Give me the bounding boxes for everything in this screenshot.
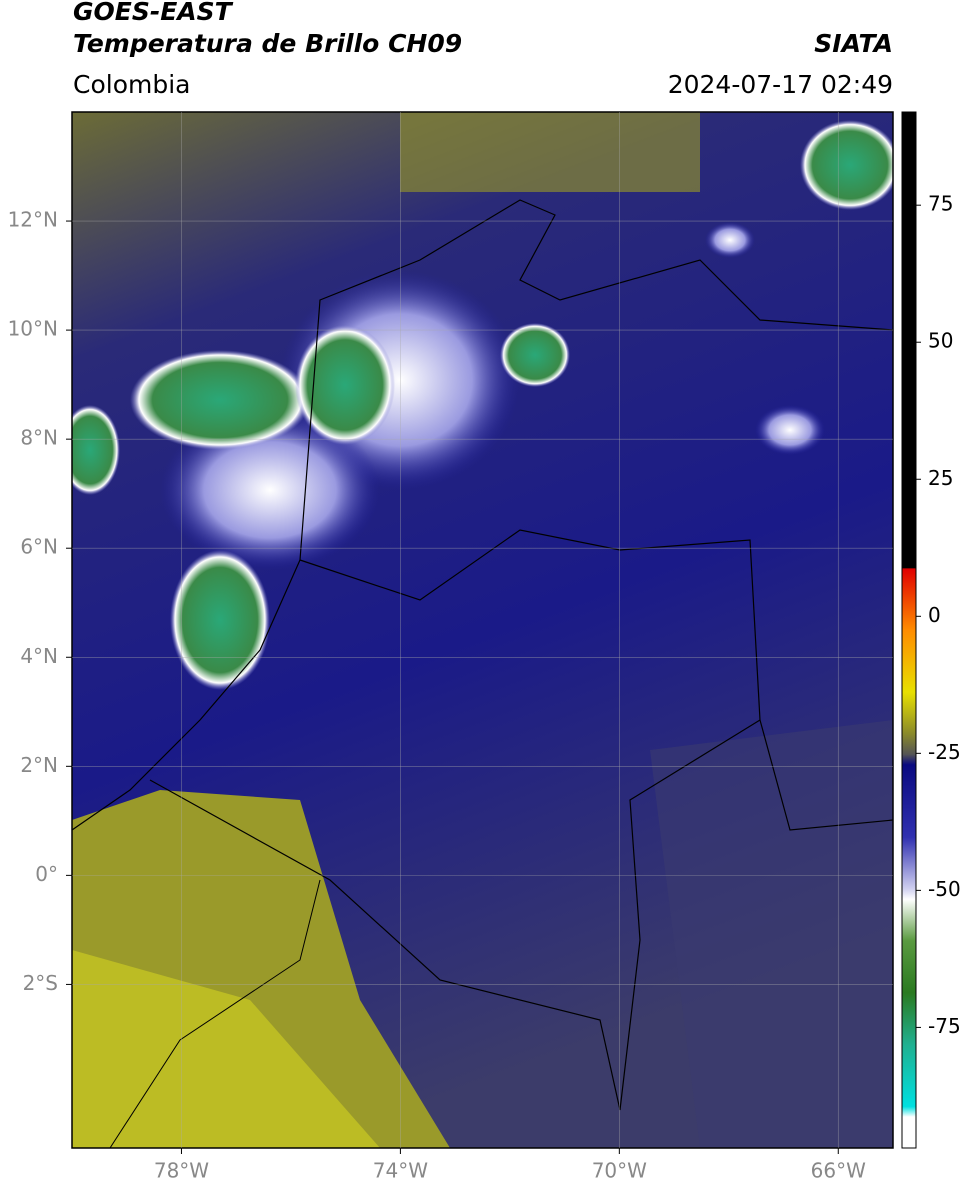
source: SIATA bbox=[814, 29, 893, 58]
subtitle: Temperatura de Brillo CH09 bbox=[73, 29, 462, 58]
x-tick-label: 70°W bbox=[592, 1159, 647, 1183]
y-tick-label: 10°N bbox=[8, 317, 58, 341]
colorbar bbox=[901, 111, 917, 1149]
y-tick-label: 12°N bbox=[8, 208, 58, 232]
colorbar-tick-label: -75 bbox=[928, 1014, 961, 1038]
y-tick-label: 4°N bbox=[20, 644, 58, 668]
title: GOES-EAST bbox=[73, 0, 234, 26]
map-frame bbox=[71, 111, 894, 1149]
colorbar-tick-label: 50 bbox=[928, 329, 953, 353]
y-tick-label: 0° bbox=[35, 862, 58, 886]
y-tick-label: 2°S bbox=[23, 971, 58, 995]
colorbar-tick-label: 75 bbox=[928, 192, 953, 216]
colorbar-tick-label: -50 bbox=[928, 877, 961, 901]
x-tick-label: 66°W bbox=[811, 1159, 866, 1183]
x-tick-label: 74°W bbox=[373, 1159, 428, 1183]
colorbar-tick-label: -25 bbox=[928, 740, 961, 764]
colorbar-tick-label: 25 bbox=[928, 466, 953, 490]
y-tick-label: 6°N bbox=[20, 535, 58, 559]
y-tick-label: 8°N bbox=[20, 426, 58, 450]
x-tick-label: 78°W bbox=[154, 1159, 209, 1183]
datetime: 2024-07-17 02:49 bbox=[668, 70, 893, 99]
region: Colombia bbox=[73, 70, 190, 99]
y-tick-label: 2°N bbox=[20, 753, 58, 777]
satellite-image bbox=[72, 112, 893, 1148]
colorbar-tick-label: 0 bbox=[928, 603, 941, 627]
